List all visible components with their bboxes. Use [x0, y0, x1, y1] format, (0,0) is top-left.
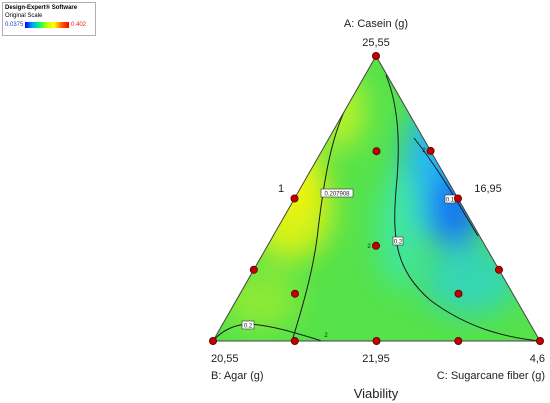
contour-label-text: 0.2 — [394, 240, 403, 246]
contour-label-text: 0.2 — [244, 324, 253, 330]
design-point — [453, 194, 462, 203]
design-point — [372, 147, 381, 156]
chart-title: Viability — [354, 386, 399, 401]
component-b-max-label: 20,55 — [211, 353, 239, 365]
design-point — [371, 241, 380, 250]
contour-label: 0.2 — [392, 236, 404, 246]
contour-label: 0.207908 — [320, 188, 354, 198]
legend-colorbar — [25, 22, 69, 28]
design-points — [208, 52, 545, 345]
contour-label-box — [392, 236, 404, 246]
contour-label-box — [320, 188, 354, 198]
replicate-label: 2 — [422, 148, 426, 154]
legend-software-label: Design-Expert® Software — [5, 5, 78, 11]
replicate-label: 2 — [324, 333, 328, 339]
design-point — [371, 52, 380, 61]
legend-min-label: 0.0375 — [5, 22, 24, 28]
edge-bottom-label: 21,95 — [362, 353, 390, 365]
design-point — [208, 336, 217, 345]
contour-label-text: 0.207908 — [324, 192, 350, 198]
design-point — [454, 336, 463, 345]
component-c-label: C: Sugarcane fiber (g) — [437, 370, 545, 382]
edge-right-label: 16,95 — [474, 183, 502, 195]
legend-max-label: 0.402 — [71, 22, 87, 28]
design-point — [290, 289, 299, 298]
component-c-max-label: 4,6 — [530, 353, 545, 365]
design-point — [426, 146, 435, 155]
legend-scale-label: Original Scale — [5, 13, 43, 19]
design-point — [290, 194, 299, 203]
component-a-label: A: Casein (g) — [344, 18, 408, 30]
contour-label-box — [241, 320, 255, 330]
design-point — [454, 289, 463, 298]
design-point — [536, 336, 545, 345]
component-b-label: B: Agar (g) — [211, 370, 264, 382]
design-point — [249, 265, 258, 274]
color-legend: Design-Expert® Software Original Scale 0… — [2, 2, 96, 36]
design-point — [372, 336, 381, 345]
contour-label: 0.1 — [444, 194, 456, 204]
contour-line-02-right — [385, 74, 540, 341]
design-point — [290, 336, 299, 345]
contour-label-text: 0.1 — [446, 198, 455, 204]
component-a-max-label: 25,55 — [362, 37, 390, 49]
design-point — [494, 265, 503, 274]
contour-line-0207908 — [291, 89, 357, 341]
contour-line-01 — [413, 137, 479, 237]
legend-colorbar-row: 0.0375 0.402 — [5, 21, 93, 29]
replicate-label: 2 — [367, 244, 371, 250]
contour-label: 0.2 — [241, 320, 255, 330]
response-surface — [213, 56, 540, 341]
edge-left-label: 1 — [278, 183, 284, 195]
